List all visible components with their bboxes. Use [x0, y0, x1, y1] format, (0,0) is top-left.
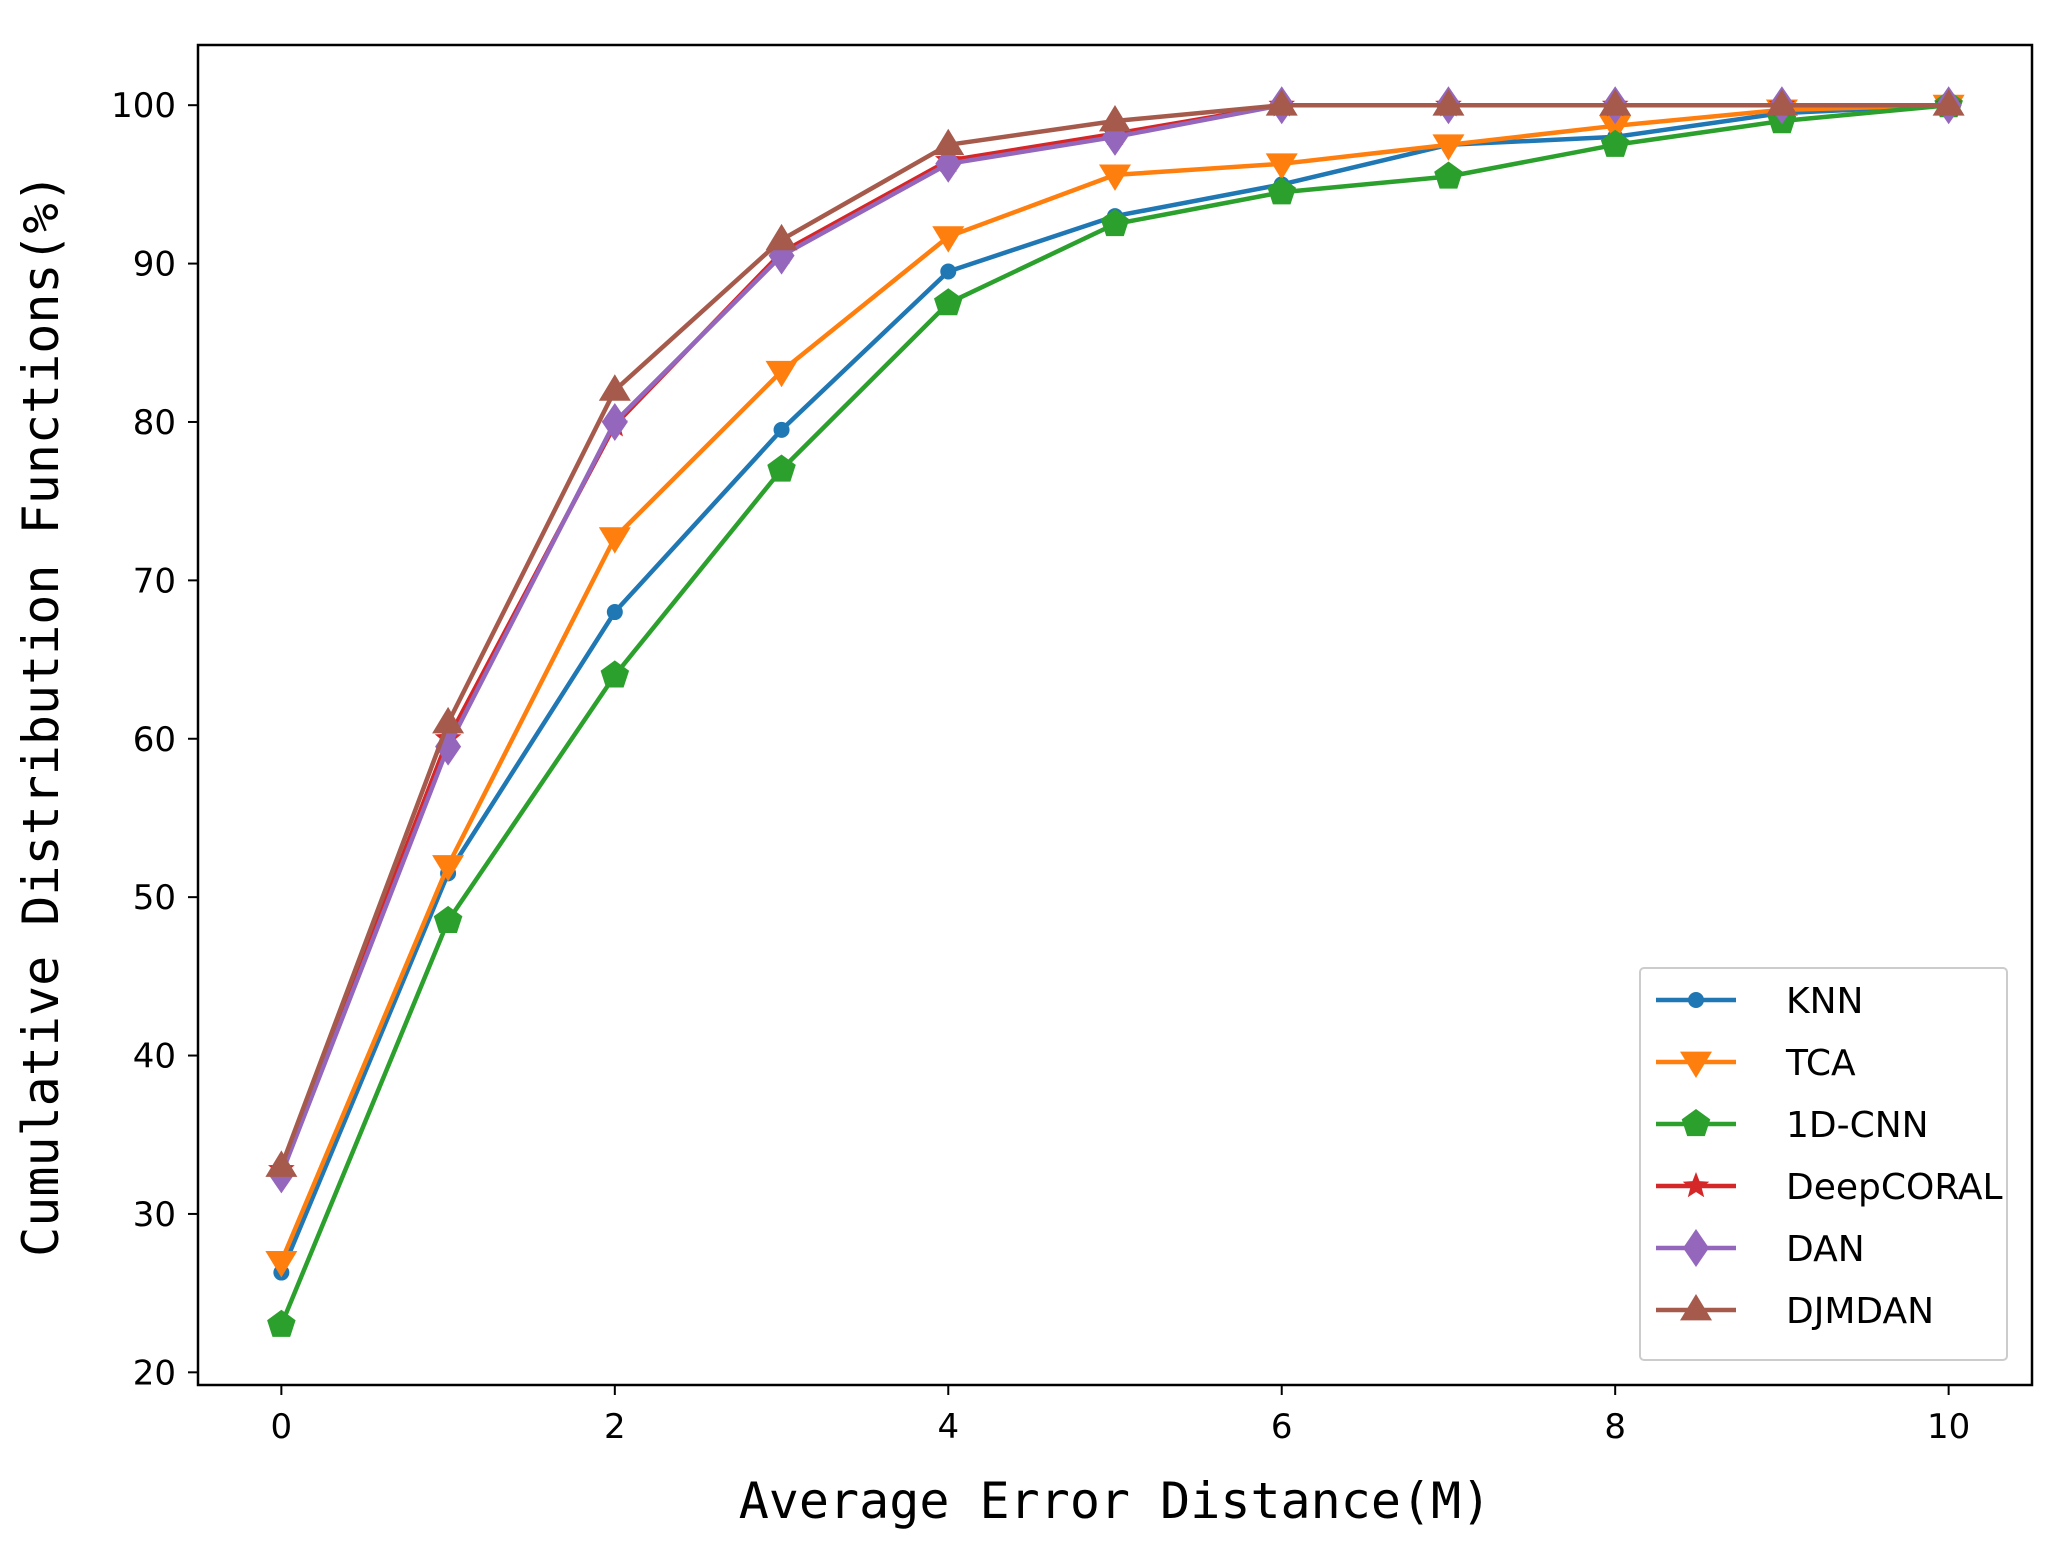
legend-marker [1683, 1229, 1709, 1267]
legend-label: DAN [1786, 1229, 1865, 1270]
x-tick-label: 8 [1604, 1407, 1626, 1447]
dan-point [601, 402, 628, 441]
1d-cnn-point [267, 1309, 296, 1337]
djmdan-point [1932, 89, 1965, 116]
djmdan-point [1599, 89, 1632, 116]
tca-point [265, 1251, 298, 1278]
tca-point [598, 527, 631, 554]
legend-item-dan: DAN [1656, 1229, 1865, 1270]
tca-point [1265, 153, 1298, 180]
x-tick-label: 4 [937, 1407, 959, 1447]
legend-label: DeepCORAL [1786, 1167, 2003, 1208]
legend-label: 1D-CNN [1786, 1105, 1929, 1146]
tca-point [1599, 115, 1632, 142]
1d-cnn-point [600, 660, 630, 688]
tca-point [932, 226, 965, 253]
x-axis-title: Average Error Distance(M) [739, 1472, 1492, 1530]
legend-marker [1680, 1294, 1712, 1321]
djmdan-point [598, 374, 631, 401]
djmdan-point [1265, 89, 1298, 116]
legend-label: TCA [1785, 1043, 1856, 1084]
y-tick-label: 40 [133, 1037, 176, 1077]
legend-item-knn: KNN [1656, 981, 1863, 1022]
y-tick-label: 70 [133, 561, 176, 601]
tca-point [765, 360, 798, 388]
legend-marker [1688, 992, 1704, 1008]
legend: KNN TCA 1D-CNN DeepCORAL DAN DJMDAN [1639, 967, 2008, 1361]
legend-marker [1682, 1172, 1710, 1198]
legend-marker [1681, 1109, 1711, 1137]
x-tick-label: 6 [1271, 1407, 1293, 1447]
x-tick-label: 2 [604, 1407, 626, 1447]
legend-item-djmdan: DJMDAN [1656, 1291, 1934, 1332]
djmdan-point [1099, 105, 1131, 132]
series-layer [265, 86, 1965, 1337]
1d-cnn-point [1100, 209, 1130, 237]
djmdan-point [1765, 89, 1798, 116]
1d-cnn-point [1434, 161, 1463, 189]
djmdan-point [932, 128, 965, 156]
knn-point [606, 604, 623, 621]
x-tick-label: 10 [1927, 1407, 1970, 1447]
y-axis-title: Cumulative Distribution Functions(%) [12, 173, 70, 1257]
1d-cnn-point [767, 454, 796, 482]
plot-frame [196, 43, 2034, 1387]
y-tick-label: 90 [133, 245, 176, 285]
legend-label: KNN [1786, 981, 1863, 1022]
djmdan-point [432, 706, 465, 734]
knn-point [773, 421, 790, 438]
legend-item-deepcoral: DeepCORAL [1656, 1167, 2003, 1208]
axes-layer: 0 2 4 6 8 10 20 30 40 50 60 70 80 90 100 [111, 86, 1970, 1447]
tca-point [1099, 164, 1131, 191]
djmdan-point [265, 1150, 298, 1177]
legend-box [1639, 967, 2008, 1361]
x-tick-label: 0 [271, 1407, 293, 1447]
1d-cnn-point [1600, 129, 1630, 157]
djmdan-point [765, 223, 798, 251]
1d-cnn-point [433, 905, 463, 933]
y-tick-label: 60 [133, 720, 176, 760]
knn-point [940, 263, 957, 280]
y-tick-label: 20 [133, 1353, 176, 1393]
legend-marker [1680, 1051, 1712, 1078]
1d-cnn-point [1267, 177, 1296, 205]
y-tick-label: 100 [111, 86, 176, 126]
tca-point [432, 855, 465, 882]
legend-label: DJMDAN [1786, 1291, 1934, 1332]
y-tick-label: 30 [133, 1195, 176, 1235]
y-tick-label: 50 [133, 878, 176, 918]
1d-cnn-point [934, 288, 963, 316]
legend-item-tca: TCA [1656, 1043, 1856, 1084]
series-djmdan [265, 89, 1965, 1177]
y-tick-label: 80 [133, 403, 176, 443]
legend-item-1d-cnn: 1D-CNN [1656, 1105, 1929, 1146]
tca-point [1432, 134, 1465, 161]
djmdan-point [1432, 89, 1465, 116]
